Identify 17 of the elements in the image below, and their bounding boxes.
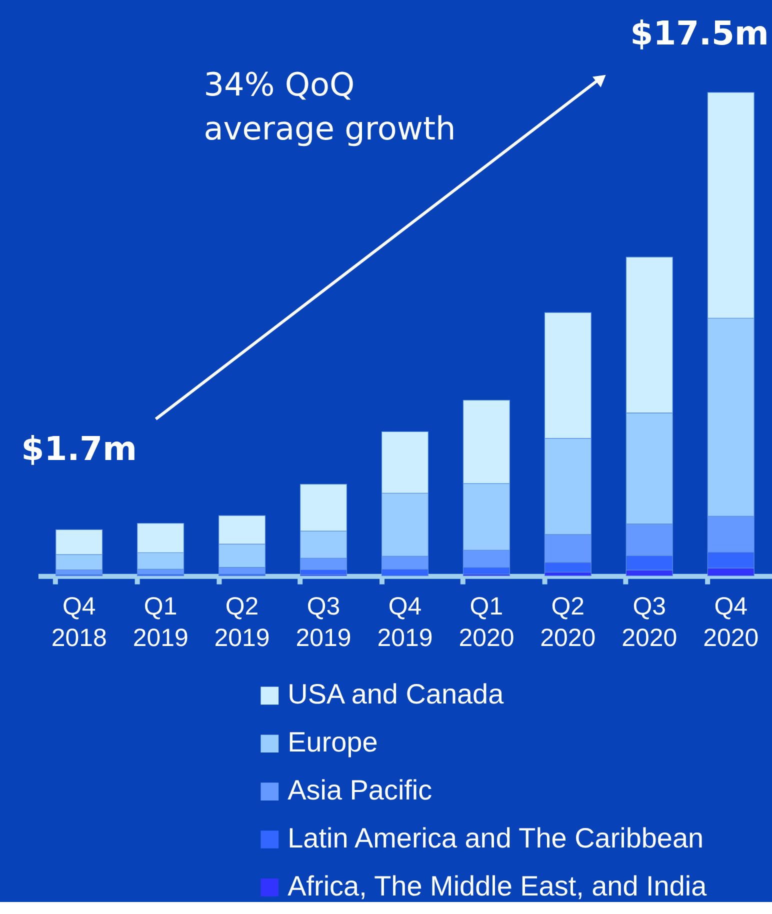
legend-label: Latin America and The Caribbean (288, 822, 704, 854)
legend-label: Africa, The Middle East, and India (288, 870, 708, 902)
legend-label: Asia Pacific (288, 774, 432, 806)
annotation: $17.5m (630, 14, 769, 53)
annotation: $1.7m (21, 428, 137, 468)
x-tick-label: Q4 2018 (51, 592, 107, 652)
annotation: 34% QoQ average growth (204, 65, 456, 148)
x-tick-label: Q4 2020 (703, 592, 759, 652)
legend-label: USA and Canada (288, 678, 504, 710)
x-tick-label: Q1 2020 (458, 592, 514, 652)
x-tick-label: Q1 2019 (132, 592, 188, 652)
x-tick-label: Q4 2019 (377, 592, 433, 652)
legend-label: Europe (288, 726, 378, 758)
x-tick-label: Q3 2020 (622, 592, 678, 652)
x-tick-label: Q3 2019 (296, 592, 352, 652)
x-tick-label: Q2 2019 (214, 592, 270, 652)
x-tick-label: Q2 2020 (540, 592, 596, 652)
